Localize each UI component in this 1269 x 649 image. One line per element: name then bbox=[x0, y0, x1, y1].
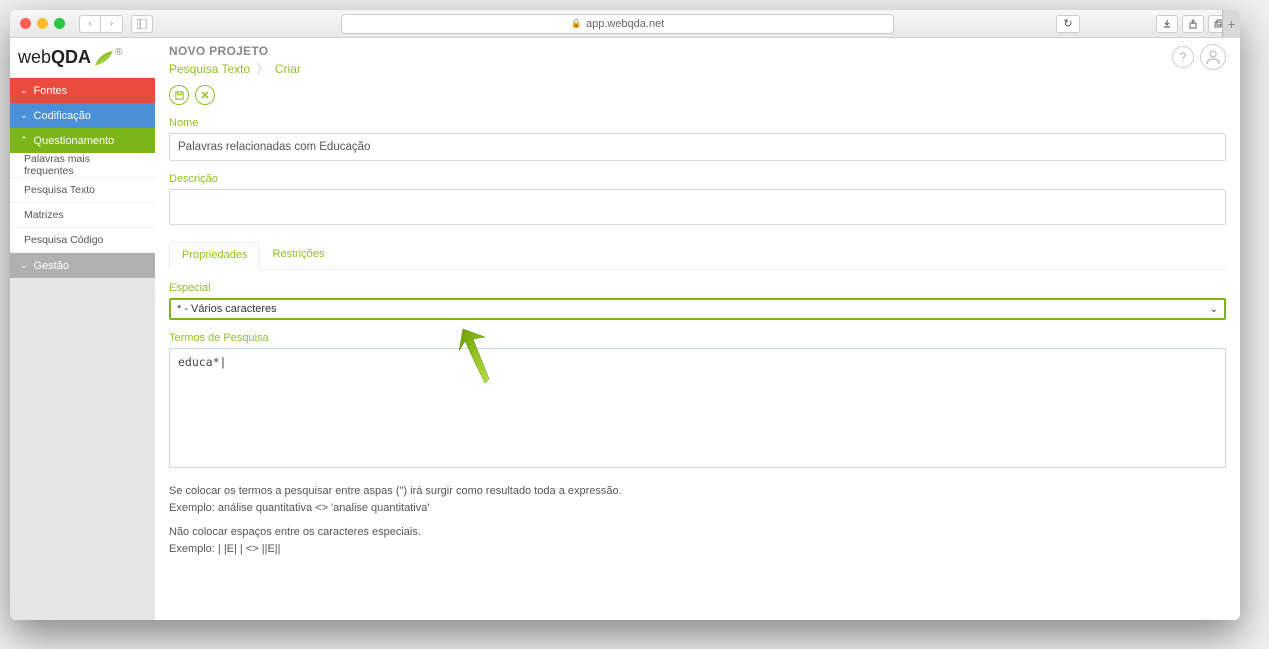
download-icon[interactable] bbox=[1156, 15, 1178, 33]
browser-window: ‹ › 🔒 app.webqda.net ↻ + bbox=[10, 10, 1240, 620]
browser-toolbar: ‹ › 🔒 app.webqda.net ↻ + bbox=[10, 10, 1240, 38]
tab-restricoes[interactable]: Restrições bbox=[260, 242, 336, 269]
save-button[interactable] bbox=[169, 85, 189, 105]
logo: webQDA ® bbox=[10, 38, 155, 78]
sidebar-item-matrizes[interactable]: Matrizes bbox=[10, 203, 155, 228]
termos-label: Termos de Pesquisa bbox=[169, 332, 1226, 344]
header-icons: ? bbox=[1172, 44, 1226, 70]
sidebar-item-palavras[interactable]: Palavras mais frequentes bbox=[10, 153, 155, 178]
url-text: app.webqda.net bbox=[586, 18, 664, 30]
descricao-label: Descrição bbox=[169, 173, 1226, 185]
nav-label: Gestão bbox=[34, 260, 69, 272]
action-row bbox=[169, 85, 1226, 105]
breadcrumb: Pesquisa Texto 〉 Criar bbox=[169, 60, 301, 77]
sidebar-toggle[interactable] bbox=[131, 15, 153, 33]
close-window[interactable] bbox=[20, 18, 31, 29]
chevron-up-icon: ⌃ bbox=[20, 135, 28, 146]
nome-input[interactable] bbox=[169, 133, 1226, 161]
help-line-1: Se colocar os termos a pesquisar entre a… bbox=[169, 485, 622, 497]
nav-codificacao[interactable]: ⌄ Codificação bbox=[10, 103, 155, 128]
crumb-1[interactable]: Pesquisa Texto bbox=[169, 62, 250, 76]
especial-label: Especial bbox=[169, 282, 1226, 294]
share-icon[interactable] bbox=[1182, 15, 1204, 33]
nav-label: Fontes bbox=[34, 85, 68, 97]
app-body: webQDA ® ⌄ Fontes ⌄ Codificação ⌃ Questi… bbox=[10, 38, 1240, 620]
nav-questionamento[interactable]: ⌃ Questionamento bbox=[10, 128, 155, 153]
traffic-lights bbox=[20, 18, 65, 29]
minimize-window[interactable] bbox=[37, 18, 48, 29]
descricao-input[interactable] bbox=[169, 189, 1226, 225]
nome-label: Nome bbox=[169, 117, 1226, 129]
nav-gestao[interactable]: ⌄ Gestão bbox=[10, 253, 155, 278]
help-text: Se colocar os termos a pesquisar entre a… bbox=[169, 483, 1226, 557]
help-line-2: Exemplo: análise quantitativa <> 'analis… bbox=[169, 502, 429, 514]
tab-propriedades[interactable]: Propriedades bbox=[169, 242, 260, 270]
breadcrumb-sep: 〉 bbox=[257, 62, 269, 76]
dropdown-chevron-icon: ⌄ bbox=[1210, 304, 1218, 315]
sidebar-item-pesquisa-texto[interactable]: Pesquisa Texto bbox=[10, 178, 155, 203]
logo-text: webQDA bbox=[18, 47, 91, 68]
new-tab-button[interactable]: + bbox=[1222, 10, 1240, 38]
sidebar: webQDA ® ⌄ Fontes ⌄ Codificação ⌃ Questi… bbox=[10, 38, 155, 620]
maximize-window[interactable] bbox=[54, 18, 65, 29]
nav-label: Questionamento bbox=[34, 135, 115, 147]
main-content: NOVO PROJETO Pesquisa Texto 〉 Criar ? bbox=[155, 38, 1240, 620]
forward-button[interactable]: › bbox=[101, 15, 123, 33]
sidebar-item-pesquisa-codigo[interactable]: Pesquisa Código bbox=[10, 228, 155, 253]
user-avatar[interactable] bbox=[1200, 44, 1226, 70]
back-button[interactable]: ‹ bbox=[79, 15, 101, 33]
tabs: Propriedades Restrições bbox=[169, 242, 1226, 270]
chevron-down-icon: ⌄ bbox=[20, 110, 28, 121]
nav-buttons: ‹ › bbox=[79, 15, 123, 33]
page-header: NOVO PROJETO Pesquisa Texto 〉 Criar ? bbox=[169, 44, 1226, 77]
nav-label: Codificação bbox=[34, 110, 91, 122]
chevron-down-icon: ⌄ bbox=[20, 85, 28, 96]
crumb-2: Criar bbox=[275, 62, 301, 76]
help-line-3: Não colocar espaços entre os caracteres … bbox=[169, 526, 421, 538]
page-title: NOVO PROJETO bbox=[169, 44, 301, 58]
cancel-button[interactable] bbox=[195, 85, 215, 105]
help-line-4: Exemplo: | |E| | <> ||E|| bbox=[169, 543, 281, 555]
lock-icon: 🔒 bbox=[571, 18, 582, 29]
chevron-down-icon: ⌄ bbox=[20, 260, 28, 271]
url-bar[interactable]: 🔒 app.webqda.net bbox=[341, 14, 894, 34]
help-button[interactable]: ? bbox=[1172, 46, 1194, 68]
especial-select[interactable]: * - Vários caracteres ⌄ bbox=[169, 298, 1226, 320]
reload-button[interactable]: ↻ bbox=[1056, 15, 1080, 33]
right-tools bbox=[1156, 15, 1230, 33]
termos-input[interactable]: educa*| bbox=[169, 348, 1226, 468]
title-block: NOVO PROJETO Pesquisa Texto 〉 Criar bbox=[169, 44, 301, 77]
logo-leaf-icon bbox=[93, 49, 115, 67]
especial-value: * - Vários caracteres bbox=[177, 303, 277, 315]
nav-fontes[interactable]: ⌄ Fontes bbox=[10, 78, 155, 103]
